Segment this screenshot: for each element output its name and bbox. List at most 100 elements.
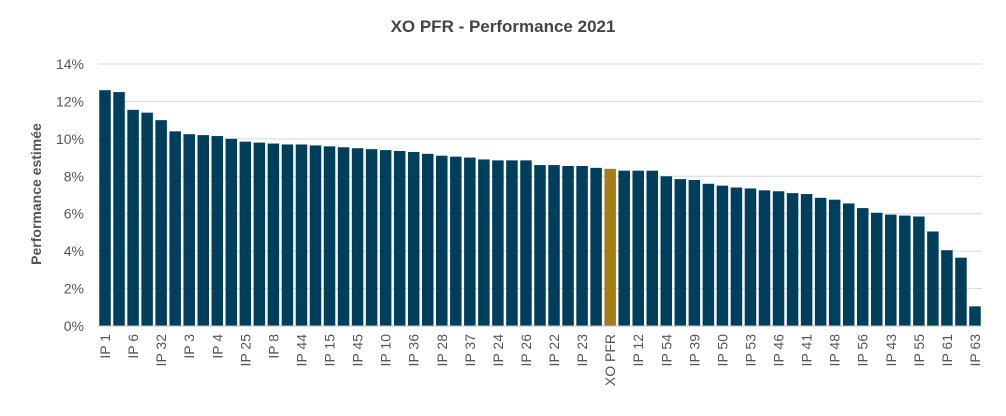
bar xyxy=(534,165,546,326)
bar xyxy=(393,151,406,326)
x-tick-label: IP 32 xyxy=(153,334,169,367)
bar xyxy=(155,120,167,326)
bar xyxy=(281,144,294,326)
x-tick-label: IP 23 xyxy=(574,334,590,367)
bar xyxy=(225,138,238,326)
bar xyxy=(113,92,125,326)
bar xyxy=(99,90,111,326)
bar xyxy=(674,179,687,326)
x-tick-label: IP 61 xyxy=(939,334,955,367)
bar xyxy=(772,191,785,326)
bar xyxy=(856,208,869,326)
bar xyxy=(646,170,659,326)
bar xyxy=(871,212,883,326)
x-tick-label: IP 53 xyxy=(742,334,758,367)
x-tick-label: XO PFR xyxy=(602,334,618,386)
y-tick-label: 8% xyxy=(64,168,84,184)
bar xyxy=(941,250,953,326)
bar xyxy=(351,148,364,326)
y-tick-label: 14% xyxy=(56,56,84,72)
bar xyxy=(183,134,195,326)
x-tick-label: IP 15 xyxy=(322,334,338,367)
x-tick-label: IP 1 xyxy=(97,334,113,359)
bar xyxy=(576,165,588,326)
x-tick-label: IP 45 xyxy=(350,334,366,367)
x-tick-label: IP 8 xyxy=(265,334,281,359)
x-tick-label: IP 44 xyxy=(293,334,309,367)
bar xyxy=(450,156,462,326)
x-tick-label: IP 4 xyxy=(209,334,225,359)
bar xyxy=(323,146,336,326)
x-tick-label: IP 50 xyxy=(714,334,730,367)
y-tick-label: 6% xyxy=(64,206,84,222)
bar xyxy=(842,203,855,326)
bar xyxy=(169,131,181,326)
x-tick-label: IP 46 xyxy=(771,334,787,367)
y-axis-ticks: 0% 2% 4% 6% 8% 10% 12% 14% xyxy=(56,56,84,334)
y-tick-label: 0% xyxy=(64,318,84,334)
bar xyxy=(464,157,476,326)
x-axis-ticks: IP 1 IP 6 IP 32 IP 3 IP 4 IP 25 IP 8 IP 44 IP 15… xyxy=(97,334,983,386)
x-tick-label: IP 43 xyxy=(883,334,899,367)
x-tick-label: IP 37 xyxy=(462,334,478,367)
bar xyxy=(365,149,378,326)
x-tick-label: IP 41 xyxy=(799,334,815,367)
bar xyxy=(899,215,911,326)
bar xyxy=(492,160,504,326)
x-tick-label: IP 54 xyxy=(658,334,674,367)
bar xyxy=(716,185,729,326)
bar xyxy=(239,141,252,326)
bar xyxy=(955,257,967,326)
x-tick-label: IP 6 xyxy=(125,334,141,359)
x-tick-label: IP 55 xyxy=(911,334,927,367)
bar xyxy=(969,306,981,326)
x-tick-label: IP 63 xyxy=(967,334,983,367)
bar xyxy=(520,160,532,326)
bar-highlight xyxy=(604,168,616,326)
bar xyxy=(913,216,925,326)
bar xyxy=(309,145,322,326)
bar xyxy=(590,167,602,326)
bar xyxy=(436,155,448,326)
bar xyxy=(506,160,518,326)
x-tick-label: IP 28 xyxy=(434,334,450,367)
x-tick-label: IP 3 xyxy=(181,334,197,359)
y-tick-label: 2% xyxy=(64,281,84,297)
bar xyxy=(814,197,827,326)
bar xyxy=(758,190,771,326)
y-tick-label: 12% xyxy=(56,93,84,109)
bar xyxy=(197,135,209,326)
x-tick-label: IP 26 xyxy=(518,334,534,367)
bar xyxy=(828,199,841,326)
bar xyxy=(421,153,434,326)
bar xyxy=(730,187,743,326)
bar xyxy=(562,165,574,326)
x-tick-label: IP 25 xyxy=(237,334,253,367)
x-tick-label: IP 48 xyxy=(827,334,843,367)
bar xyxy=(660,176,673,326)
y-axis-label: Performance estimée xyxy=(28,123,44,265)
bar xyxy=(786,193,799,326)
bar xyxy=(211,136,224,326)
bar xyxy=(688,180,701,326)
bar xyxy=(127,109,139,326)
bar xyxy=(618,170,630,326)
bar xyxy=(379,150,392,326)
x-tick-label: IP 24 xyxy=(490,334,506,367)
bar xyxy=(885,214,897,326)
y-tick-label: 4% xyxy=(64,243,84,259)
bar xyxy=(744,188,757,326)
bar xyxy=(702,183,715,326)
bar xyxy=(267,143,280,326)
bar xyxy=(295,144,308,326)
x-tick-label: IP 56 xyxy=(855,334,871,367)
bar xyxy=(253,142,266,326)
x-tick-label: IP 12 xyxy=(630,334,646,367)
bar xyxy=(337,147,350,326)
bar xyxy=(927,231,939,326)
x-tick-label: IP 36 xyxy=(406,334,422,367)
x-tick-label: IP 22 xyxy=(546,334,562,367)
bar xyxy=(800,194,813,326)
